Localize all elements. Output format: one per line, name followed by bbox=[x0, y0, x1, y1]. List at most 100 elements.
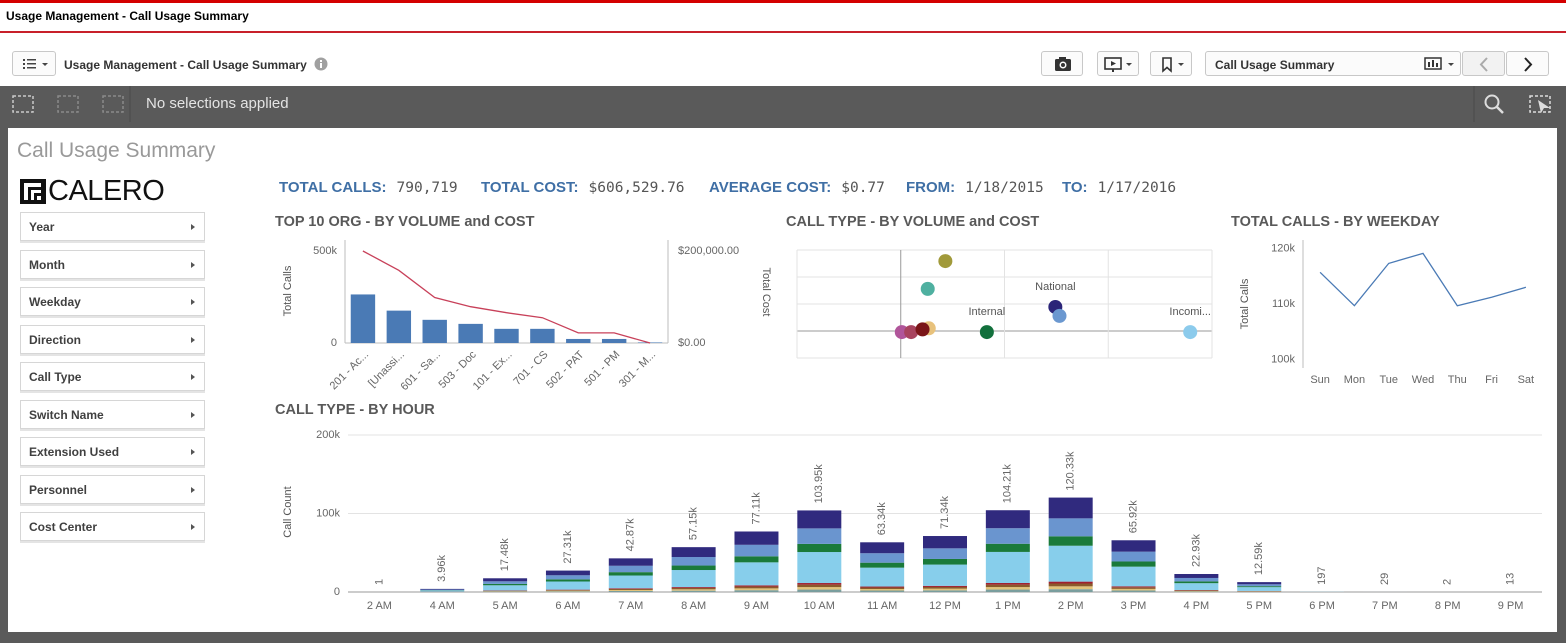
filter-item[interactable]: Direction bbox=[20, 324, 205, 354]
bar-segment bbox=[985, 510, 1030, 529]
bar bbox=[422, 319, 447, 343]
bar-segment bbox=[860, 562, 905, 568]
filter-label: Cost Center bbox=[29, 520, 98, 534]
bar-segment bbox=[1174, 583, 1219, 591]
bar-segment bbox=[797, 510, 842, 529]
filter-item[interactable]: Month bbox=[20, 249, 205, 279]
title-underline bbox=[0, 31, 1566, 33]
scatter-point bbox=[920, 281, 935, 296]
bar-segment bbox=[545, 581, 590, 590]
expand-arrow bbox=[191, 524, 195, 530]
expand-arrow bbox=[191, 411, 195, 418]
window-title: Usage Management - Call Usage Summary bbox=[6, 9, 249, 23]
bar-segment bbox=[420, 590, 465, 592]
navigation-menu-button[interactable] bbox=[12, 51, 56, 76]
point-label: National bbox=[1035, 281, 1075, 293]
total-label: 22.93k bbox=[1190, 533, 1202, 567]
bar-segment bbox=[923, 586, 967, 589]
x-tick-label: 7 AM bbox=[618, 600, 643, 612]
bar-segment bbox=[1174, 581, 1219, 584]
expand-arrow bbox=[191, 336, 195, 343]
present-button[interactable] bbox=[1097, 51, 1139, 76]
bar-segment bbox=[923, 585, 967, 587]
bar-segment bbox=[734, 588, 779, 591]
scatter-point bbox=[979, 325, 994, 340]
x-tick-label: Sat bbox=[1518, 374, 1535, 386]
x-tick-label: 6 PM bbox=[1309, 600, 1335, 612]
next-icon bbox=[1524, 57, 1533, 72]
x-tick-label: 3 PM bbox=[1121, 600, 1147, 612]
bar-segment bbox=[1174, 591, 1219, 592]
snapshot-button[interactable] bbox=[1041, 51, 1083, 76]
bar bbox=[458, 323, 483, 343]
camera-icon bbox=[1055, 57, 1071, 71]
bar-segment bbox=[923, 588, 967, 591]
y-axis-title: Total Calls bbox=[1239, 278, 1251, 329]
bar-segment bbox=[671, 587, 716, 590]
kpi: TOTAL COST: $606,529.76 bbox=[481, 178, 685, 198]
total-label: 3.96k bbox=[436, 554, 448, 581]
y-tick-label: 500k bbox=[313, 245, 337, 257]
bar-segment bbox=[985, 543, 1030, 552]
bar-segment bbox=[1174, 574, 1219, 578]
filter-item[interactable]: Year bbox=[20, 212, 205, 241]
bar-segment bbox=[734, 562, 779, 586]
bar-segment bbox=[483, 581, 528, 584]
filter-label: Year bbox=[29, 220, 55, 234]
next-sheet-button[interactable] bbox=[1506, 51, 1549, 76]
prev-icon bbox=[1479, 57, 1488, 72]
bar-segment bbox=[1048, 536, 1093, 546]
kpi-value: $606,529.76 bbox=[588, 180, 685, 196]
bar-segment bbox=[985, 584, 1030, 588]
x-tick-label: 201 - Ac... bbox=[328, 349, 372, 393]
bar bbox=[494, 328, 519, 343]
point-label: Incomi... bbox=[1169, 306, 1211, 318]
y-tick-label: 100k bbox=[1271, 354, 1295, 366]
sheet-selector[interactable]: Call Usage Summary bbox=[1205, 51, 1461, 76]
app-title: Usage Management - Call Usage Summary bbox=[64, 58, 307, 72]
bar-segment bbox=[1237, 586, 1282, 588]
filter-item[interactable]: Cost Center bbox=[20, 512, 205, 541]
bar-segment bbox=[1048, 518, 1093, 537]
total-label: 71.34k bbox=[939, 495, 951, 529]
kpi-value: 1/17/2016 bbox=[1097, 180, 1177, 196]
total-label: 17.48k bbox=[499, 538, 511, 572]
bar-segment bbox=[860, 586, 905, 588]
bar-segment bbox=[1174, 590, 1219, 591]
bar bbox=[350, 294, 376, 343]
bar bbox=[601, 338, 627, 343]
line-series bbox=[1319, 252, 1527, 307]
bar-segment bbox=[923, 548, 967, 559]
bar-segment bbox=[608, 589, 653, 591]
sheet-icon bbox=[1424, 57, 1454, 70]
bar-segment bbox=[923, 536, 967, 549]
y-tick-label: 200k bbox=[316, 429, 340, 441]
x-tick-label: 8 AM bbox=[681, 600, 706, 612]
filter-item[interactable]: Weekday bbox=[20, 287, 205, 316]
previous-sheet-button[interactable] bbox=[1462, 51, 1505, 76]
filter-item[interactable]: Extension Used bbox=[20, 437, 205, 466]
bar-segment bbox=[1048, 545, 1093, 582]
bar-segment bbox=[1048, 583, 1093, 587]
bookmark-button[interactable] bbox=[1150, 51, 1192, 76]
bar-segment bbox=[671, 547, 716, 558]
scatter-point bbox=[1052, 308, 1067, 323]
kpi-label: TO: bbox=[1062, 179, 1088, 196]
bar-segment bbox=[483, 585, 528, 591]
bar-segment bbox=[1111, 540, 1156, 552]
bar-segment bbox=[860, 553, 905, 563]
bar-segment bbox=[860, 587, 905, 590]
x-tick-label: 9 PM bbox=[1498, 600, 1524, 612]
info-icon[interactable] bbox=[314, 57, 328, 71]
kpi: TO: 1/17/2016 bbox=[1062, 178, 1176, 198]
filter-label: Call Type bbox=[29, 370, 82, 384]
bar-segment bbox=[923, 590, 967, 592]
x-tick-label: 5 AM bbox=[493, 600, 518, 612]
filter-item[interactable]: Personnel bbox=[20, 474, 205, 504]
total-label: 77.11k bbox=[750, 492, 762, 525]
filter-item[interactable]: Call Type bbox=[20, 362, 205, 391]
filter-item[interactable]: Switch Name bbox=[20, 399, 205, 429]
bar-segment bbox=[1048, 581, 1093, 584]
bar-segment bbox=[734, 586, 779, 589]
